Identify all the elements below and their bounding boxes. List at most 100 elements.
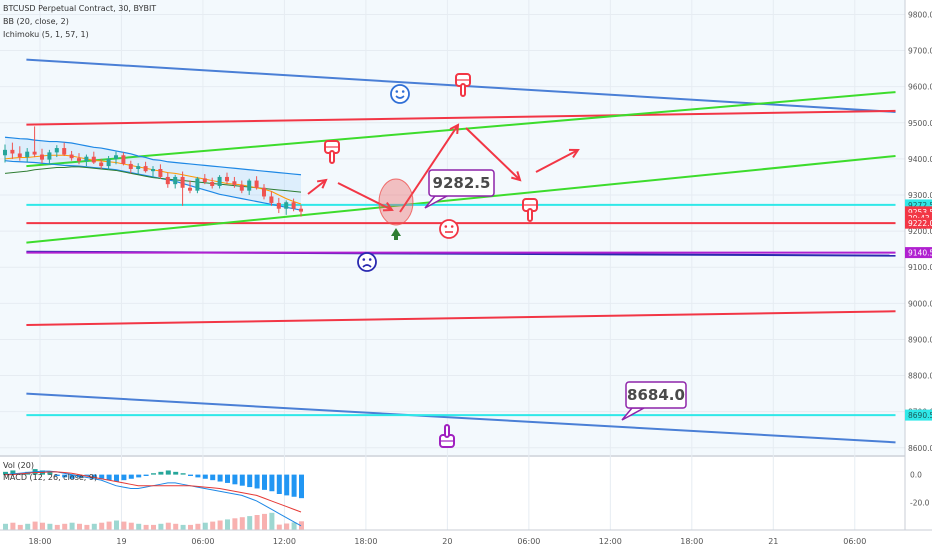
volume-bar	[299, 521, 304, 530]
volume-bar	[158, 523, 164, 530]
trend-line	[26, 91, 896, 168]
candle-body	[195, 178, 200, 191]
volume-bar	[69, 522, 75, 530]
red-arrow-head	[316, 178, 328, 189]
highlight-circle	[378, 178, 414, 226]
face-eye	[362, 258, 366, 261]
macd-histogram-bar	[151, 473, 156, 475]
macd-y-tick-label: -20.0	[910, 498, 930, 507]
hand-finger	[460, 83, 466, 97]
candle-body	[247, 180, 252, 191]
volume-bar	[17, 524, 23, 530]
red-arrow-head	[382, 202, 394, 212]
macd-histogram-bar	[217, 474, 223, 482]
volume-bar	[151, 524, 156, 530]
macd-histogram-bar	[276, 474, 282, 494]
volume-bar	[291, 522, 297, 530]
candle-body	[91, 156, 96, 163]
macd-histogram-bar	[128, 474, 134, 479]
x-tick-label: 18:00	[680, 537, 703, 546]
y-tick-label: 9100.0	[908, 263, 932, 272]
candle-body	[158, 169, 163, 177]
price-label-text: 8690.5	[908, 411, 932, 420]
candle-body	[291, 202, 296, 209]
macd-histogram-bar	[262, 474, 267, 490]
volume-bar	[188, 524, 193, 530]
volume-bar	[232, 518, 238, 530]
vol-legend: Vol (20)	[3, 461, 34, 470]
price-label-bg	[905, 409, 932, 421]
candle-body	[77, 158, 81, 162]
volume-bar	[217, 520, 223, 530]
volume-bar	[239, 517, 245, 530]
hand-finger	[329, 150, 335, 164]
candle-body	[143, 166, 148, 172]
macd-histogram-bar	[269, 474, 275, 492]
volume-bar	[284, 523, 290, 530]
callout-box	[428, 169, 495, 197]
volume-bar	[84, 524, 90, 530]
candle-body	[47, 152, 52, 160]
up-arrow-marker-icon	[391, 228, 401, 240]
macd-histogram-bar	[106, 474, 112, 481]
macd-histogram-bar	[136, 474, 142, 478]
volume-bar	[77, 523, 82, 530]
red-arrow	[535, 149, 579, 173]
candle-body	[232, 181, 237, 185]
hand-finger	[444, 424, 450, 438]
volume-bar	[128, 522, 134, 530]
smile-face-icon	[390, 84, 410, 104]
macd-histogram-bar	[143, 474, 149, 476]
macd-histogram-bar	[225, 474, 230, 483]
volume-bar	[202, 522, 208, 530]
volume-bar	[25, 523, 31, 530]
ichimoku-legend: Ichimoku (5, 1, 57, 1)	[3, 30, 89, 39]
face-outline	[357, 252, 377, 272]
volume-bar	[3, 523, 8, 530]
candle-body	[225, 176, 229, 182]
callout-box	[625, 381, 687, 409]
macd-histogram-bar	[114, 474, 119, 482]
volume-bar	[143, 524, 149, 530]
callout-9282: 9282.5	[424, 169, 495, 209]
pointing-hand-down-icon	[455, 73, 471, 97]
candle-body	[136, 166, 141, 169]
macd-signal-line	[5, 471, 302, 513]
candle-body	[210, 182, 215, 186]
macd-histogram-bar	[84, 474, 90, 476]
candle-body	[62, 148, 67, 155]
red-arrow-head	[568, 148, 580, 159]
volume-bar	[62, 523, 68, 530]
candle-body	[239, 184, 244, 191]
x-tick-label: 18:00	[28, 537, 51, 546]
candle-body	[114, 155, 118, 159]
price-label-text: 9140.5	[908, 249, 932, 258]
x-tick-label: 06:00	[191, 537, 214, 546]
volume-bar	[114, 520, 119, 530]
macd-histogram-bar	[247, 474, 253, 488]
candle-body	[262, 187, 266, 197]
symbol-legend: BTCUSD Perpetual Contract, 30, BYBIT	[3, 4, 157, 13]
pointing-hand-down-icon	[522, 198, 538, 222]
macd-histogram-bar	[284, 474, 290, 496]
hand-finger	[527, 208, 533, 222]
macd-histogram-bar	[299, 474, 304, 499]
face-eye	[450, 225, 454, 228]
face-eye	[401, 90, 405, 93]
neutral-face-icon	[439, 219, 459, 239]
macd-histogram-bar	[173, 471, 179, 475]
candle-body	[128, 163, 133, 169]
red-arrow	[465, 127, 521, 181]
price-label-text: 9222.0	[908, 219, 932, 228]
face-outline	[390, 84, 410, 104]
y-tick-label: 9300.0	[908, 191, 932, 200]
price-label-bg	[905, 247, 932, 259]
pointing-hand-up-icon	[439, 424, 455, 448]
y-tick-label: 8800.0	[908, 372, 932, 381]
macd-histogram-bar	[291, 474, 297, 497]
candle-body	[173, 176, 178, 185]
macd-histogram-bar	[195, 474, 201, 478]
callout-label: 9282.5	[433, 174, 491, 192]
macd-panel-bg	[0, 458, 905, 530]
